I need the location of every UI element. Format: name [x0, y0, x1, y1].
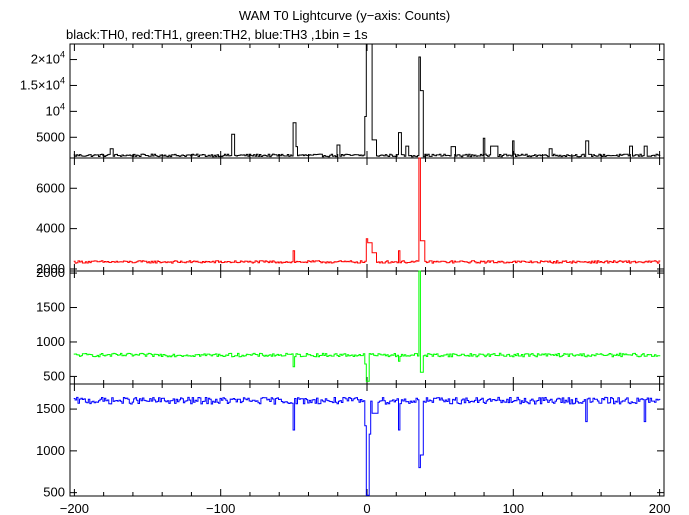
- panel-th1: 2000 4000 6000: [36, 157, 665, 276]
- y-tick-label: 2×104: [31, 50, 65, 67]
- y-tick-label: 5000: [36, 129, 65, 144]
- y-tick-label: 104: [46, 101, 65, 118]
- y-tick-label: 1.5×104: [20, 75, 65, 92]
- x-tick-label: −100: [206, 501, 235, 515]
- y-tick-label: 500: [43, 368, 65, 383]
- panel-frame: [69, 43, 665, 159]
- series-line-th3: [73, 396, 661, 496]
- x-tick-label: 200: [649, 501, 671, 515]
- x-tick-label: 100: [502, 501, 524, 515]
- chart-subtitle: black:TH0, red:TH1, green:TH2, blue:TH3 …: [66, 27, 368, 42]
- series-line-th0: [73, 43, 661, 158]
- series-line-th1: [73, 157, 661, 264]
- chart-title: WAM T0 Lightcurve (y−axis: Counts): [238, 8, 451, 23]
- y-tick-label: 2000: [36, 265, 65, 280]
- y-tick-label: 500: [43, 485, 65, 500]
- panel-th0: 5000 104 1.5×104 2×104: [20, 43, 665, 159]
- y-tick-label: 1500: [36, 300, 65, 315]
- panel-frame: [69, 270, 665, 385]
- x-tick-label: 0: [363, 501, 370, 515]
- y-tick-label: 6000: [36, 180, 65, 195]
- y-tick-label: 1500: [36, 401, 65, 416]
- panel-frame: [69, 383, 665, 497]
- panel-frame: [69, 157, 665, 272]
- y-tick-label: 1000: [36, 334, 65, 349]
- y-tick-label: 1000: [36, 443, 65, 458]
- x-tick-label: −200: [60, 501, 89, 515]
- y-tick-label: 4000: [36, 221, 65, 236]
- panel-th3: 500 1000 1500: [36, 383, 665, 500]
- panel-th2: 500 1000 1500 2000: [36, 265, 665, 385]
- series-line-th2: [73, 270, 661, 382]
- y-tick-label: 2000: [36, 261, 65, 276]
